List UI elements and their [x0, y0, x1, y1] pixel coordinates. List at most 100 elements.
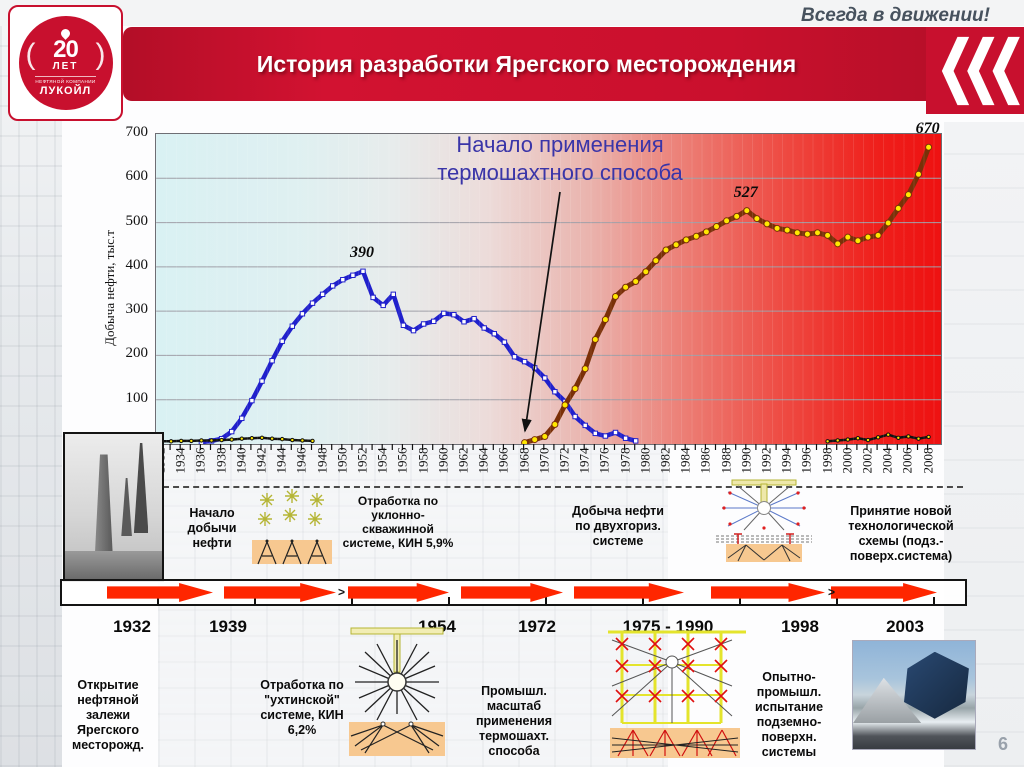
- y-tick-100: 100: [125, 389, 149, 406]
- logo-number: 20: [53, 35, 79, 63]
- milestone-year-2003: 2003: [886, 617, 924, 636]
- x-tick-1984: 1984: [677, 447, 693, 474]
- timeline-band: > >: [60, 579, 967, 606]
- logo-company-line: НЕФТЯНОЙ КОМПАНИИ: [35, 75, 96, 85]
- x-tick-1954: 1954: [374, 447, 390, 474]
- milestone-year-1972: 1972: [518, 617, 556, 636]
- x-tick-1948: 1948: [314, 447, 330, 474]
- value-label-670: 670: [915, 120, 940, 138]
- y-tick-400: 400: [125, 256, 149, 273]
- two-horizon-system-icon: [716, 479, 812, 562]
- x-tick-1970: 1970: [536, 447, 552, 474]
- timeline-arrow-5: [574, 583, 684, 602]
- chart-series-canvas: [156, 143, 941, 444]
- arrow-separator-2: >: [828, 585, 836, 599]
- milestone-year-1939: 1939: [209, 617, 247, 636]
- slogan: Всегда в движении!: [800, 5, 990, 26]
- y-tick-300: 300: [125, 301, 149, 318]
- value-label-527: 527: [733, 183, 758, 201]
- x-tick-1952: 1952: [354, 447, 370, 474]
- x-tick-2004: 2004: [879, 447, 895, 474]
- caption-new-technology-scheme: Принятие новой технологической схемы (по…: [848, 504, 954, 563]
- x-tick-1936: 1936: [192, 447, 208, 474]
- underground-surface-system-icon: [608, 630, 746, 758]
- x-tick-1978: 1978: [617, 447, 633, 474]
- x-tick-1972: 1972: [556, 447, 572, 474]
- logo-brand: ЛУКОЙЛ: [39, 84, 92, 97]
- title-banner: История разработки Ярегского месторожден…: [123, 27, 930, 101]
- triple-left-chevron-icon: [941, 36, 1020, 106]
- page-number: 6: [998, 734, 1009, 754]
- timeline-arrow-7: [831, 583, 937, 602]
- historical-derricks-photo: [63, 432, 164, 582]
- y-tick-700: 700: [125, 124, 149, 140]
- x-tick-1956: 1956: [394, 447, 410, 474]
- x-axis-ticks: [159, 444, 929, 450]
- x-tick-1962: 1962: [455, 447, 471, 474]
- derrick-silhouette: [133, 442, 149, 534]
- x-tick-1982: 1982: [657, 447, 673, 474]
- black-line-early: [161, 436, 313, 443]
- caption-industrial-scale: Промышл. масштаб применения термошахт. с…: [475, 684, 553, 758]
- x-tick-1964: 1964: [475, 447, 491, 474]
- caption-ukhtinskaya-system: Отработка по "ухтинской" системе, КИН 6,…: [260, 678, 344, 737]
- timeline-arrow-2: [224, 583, 336, 602]
- timeline-arrow-1: [107, 583, 213, 602]
- y-tick-200: 200: [125, 345, 149, 362]
- caption-incline-well-system: Отработка по уклонно-скважинной системе,…: [342, 494, 454, 550]
- x-tick-2008: 2008: [920, 447, 936, 474]
- polyhedral-monument: [904, 651, 969, 719]
- modern-site-photo: [852, 640, 976, 750]
- lukoil-20-years-emblem: ( ) 20 ЛЕТ НЕФТЯНОЙ КОМПАНИИ ЛУКОЙЛ: [18, 16, 113, 110]
- dashed-separator: [163, 486, 963, 488]
- x-tick-1944: 1944: [273, 447, 289, 474]
- timeline-arrow-3: [348, 583, 449, 602]
- x-tick-1960: 1960: [435, 447, 451, 474]
- value-label-390: 390: [350, 244, 374, 262]
- logo-paren-right: ): [95, 38, 106, 71]
- x-tick-1958: 1958: [415, 447, 431, 474]
- timeline-band-ticks: [62, 597, 965, 604]
- page-title: История разработки Ярегского месторожден…: [256, 50, 797, 77]
- x-tick-1934: 1934: [172, 447, 188, 474]
- background-building-left: [0, 0, 62, 767]
- caption-two-horizon-system: Добыча нефти по двухгориз. системе: [572, 504, 664, 548]
- y-tick-600: 600: [125, 168, 149, 185]
- x-tick-1938: 1938: [213, 447, 229, 474]
- x-tick-1940: 1940: [233, 447, 249, 474]
- chevron-block: [926, 27, 1024, 114]
- x-tick-1980: 1980: [637, 447, 653, 474]
- x-tick-1974: 1974: [576, 447, 592, 474]
- milestone-year-1998: 1998: [781, 617, 819, 636]
- x-tick-1998: 1998: [819, 447, 835, 474]
- lukoil-logo: ( ) 20 ЛЕТ НЕФТЯНОЙ КОМПАНИИ ЛУКОЙЛ: [8, 5, 123, 121]
- top-strip: [0, 0, 1024, 26]
- x-tick-1968: 1968: [516, 447, 532, 474]
- x-tick-2006: 2006: [899, 447, 915, 474]
- x-tick-1942: 1942: [253, 447, 269, 474]
- logo-years-word: ЛЕТ: [52, 60, 79, 72]
- caption-start-of-production: Начало добычи нефти: [187, 506, 237, 550]
- photo-foreground: [65, 550, 162, 580]
- x-tick-2002: 2002: [859, 447, 875, 474]
- caption-field-discovery: Открытие нефтяной залежи Ярегского место…: [72, 678, 144, 752]
- logo-paren-left: (: [25, 38, 36, 71]
- x-tick-2000: 2000: [839, 447, 855, 474]
- blue-line: [201, 269, 637, 444]
- derrick-silhouette-2: [121, 477, 132, 537]
- x-tick-1950: 1950: [334, 447, 350, 474]
- x-tick-1976: 1976: [596, 447, 612, 474]
- x-tick-1946: 1946: [293, 447, 309, 474]
- y-tick-500: 500: [125, 212, 149, 229]
- derrick-field-icon: [252, 489, 332, 565]
- x-tick-1966: 1966: [495, 447, 511, 474]
- timeline-arrow-6: [711, 583, 825, 602]
- timeline-arrow-4: [461, 583, 563, 602]
- caption-pilot-testing: Опытно-промышл. испытание подземно-повер…: [754, 670, 824, 759]
- chart-annotation: Начало применения термошахтного способа: [437, 132, 683, 185]
- ukhtinskaya-mine-system-icon: [349, 627, 445, 756]
- milestone-year-1932: 1932: [113, 617, 151, 636]
- monument-silhouette: [94, 454, 114, 572]
- y-axis-title: Добыча нефти, тыс.т: [102, 230, 117, 346]
